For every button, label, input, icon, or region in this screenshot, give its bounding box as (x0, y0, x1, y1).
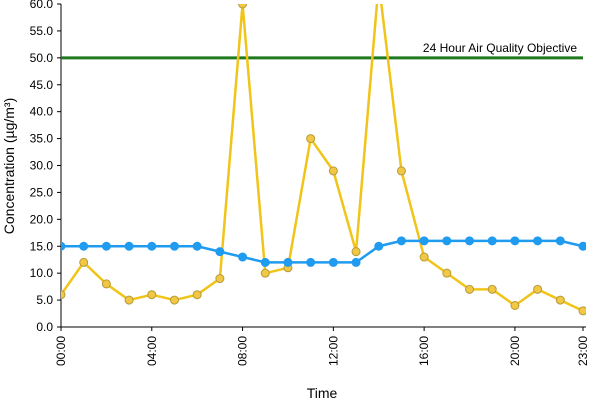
series-1-point (124, 241, 134, 251)
y-tick-label: 60.0 (30, 0, 54, 11)
series-0-point (328, 166, 338, 176)
series-0-point (306, 134, 316, 144)
series-0-point (419, 252, 429, 262)
series-0-point (260, 268, 270, 278)
series-1-point (169, 241, 179, 251)
series-0-point (351, 247, 361, 257)
series-1-point (147, 241, 157, 251)
series-1-point (283, 257, 293, 267)
y-tick-label: 25.0 (30, 185, 54, 199)
series-0-point (79, 257, 89, 267)
series-0-point (578, 306, 586, 316)
series-1-point (192, 241, 202, 251)
series-1-point (215, 247, 225, 257)
series-1-point (101, 241, 111, 251)
series-1-point (328, 257, 338, 267)
series-1-point (510, 236, 520, 246)
series-1-point (396, 236, 406, 246)
objective-label: 24 Hour Air Quality Objective (423, 41, 577, 55)
x-axis-title: Time (307, 385, 338, 400)
series-0-point (555, 295, 565, 305)
series-0-point (147, 290, 157, 300)
series-0-point (396, 166, 406, 176)
series-0-point (465, 284, 475, 294)
y-tick-label: 55.0 (30, 24, 54, 38)
y-tick-label: 20.0 (30, 212, 54, 226)
series-1-point (487, 236, 497, 246)
series-0-point (487, 284, 497, 294)
series-0-point (124, 295, 134, 305)
plot-area (61, 4, 586, 316)
series-0-point (215, 274, 225, 284)
series-1-point (61, 241, 66, 251)
series-1-point (533, 236, 543, 246)
y-axis-title: Concentration (µg/m³) (1, 98, 17, 234)
y-tick-label: 0.0 (36, 320, 53, 334)
x-tick-label: 23:00 (576, 336, 590, 366)
y-tick-label: 50.0 (30, 51, 54, 65)
series-0-point (510, 300, 520, 310)
x-tick-label: 12:00 (326, 336, 340, 366)
y-tick-label: 5.0 (36, 293, 53, 307)
series-0-point (533, 284, 543, 294)
y-tick-label: 40.0 (30, 105, 54, 119)
series-0-point (192, 290, 202, 300)
y-tick-label: 35.0 (30, 132, 54, 146)
series-1-point (260, 257, 270, 267)
series-0-point (442, 268, 452, 278)
x-tick-label: 20:00 (508, 336, 522, 366)
x-axis: 00:00 04:00 08:00 12:00 16:00 20:00 23:00 (54, 326, 590, 366)
series-0-point (101, 279, 111, 289)
series-1-point (306, 257, 316, 267)
x-tick-label: 00:00 (54, 336, 68, 366)
series-1-point (79, 241, 89, 251)
x-tick-label: 08:00 (236, 336, 250, 366)
series-1-point (442, 236, 452, 246)
y-axis: 0.0 5.0 10.0 15.0 20.0 25.0 30.0 35.0 40.0 45.0 50… (30, 0, 62, 334)
x-tick-label: 16:00 (417, 336, 431, 366)
series-1-point (238, 252, 248, 262)
y-tick-label: 45.0 (30, 78, 54, 92)
series-0-point (238, 4, 248, 9)
series-1-point (419, 236, 429, 246)
series-1-point (374, 241, 384, 251)
x-tick-label: 04:00 (145, 336, 159, 366)
series-0-point (169, 295, 179, 305)
series-1-point (351, 257, 361, 267)
y-tick-label: 10.0 (30, 266, 54, 280)
y-tick-label: 15.0 (30, 239, 54, 253)
series-1-point (578, 241, 586, 251)
y-tick-label: 30.0 (30, 159, 54, 173)
series-1-point (555, 236, 565, 246)
series-1-line (61, 239, 584, 264)
series-1-point (465, 236, 475, 246)
series-0-point (61, 290, 66, 300)
